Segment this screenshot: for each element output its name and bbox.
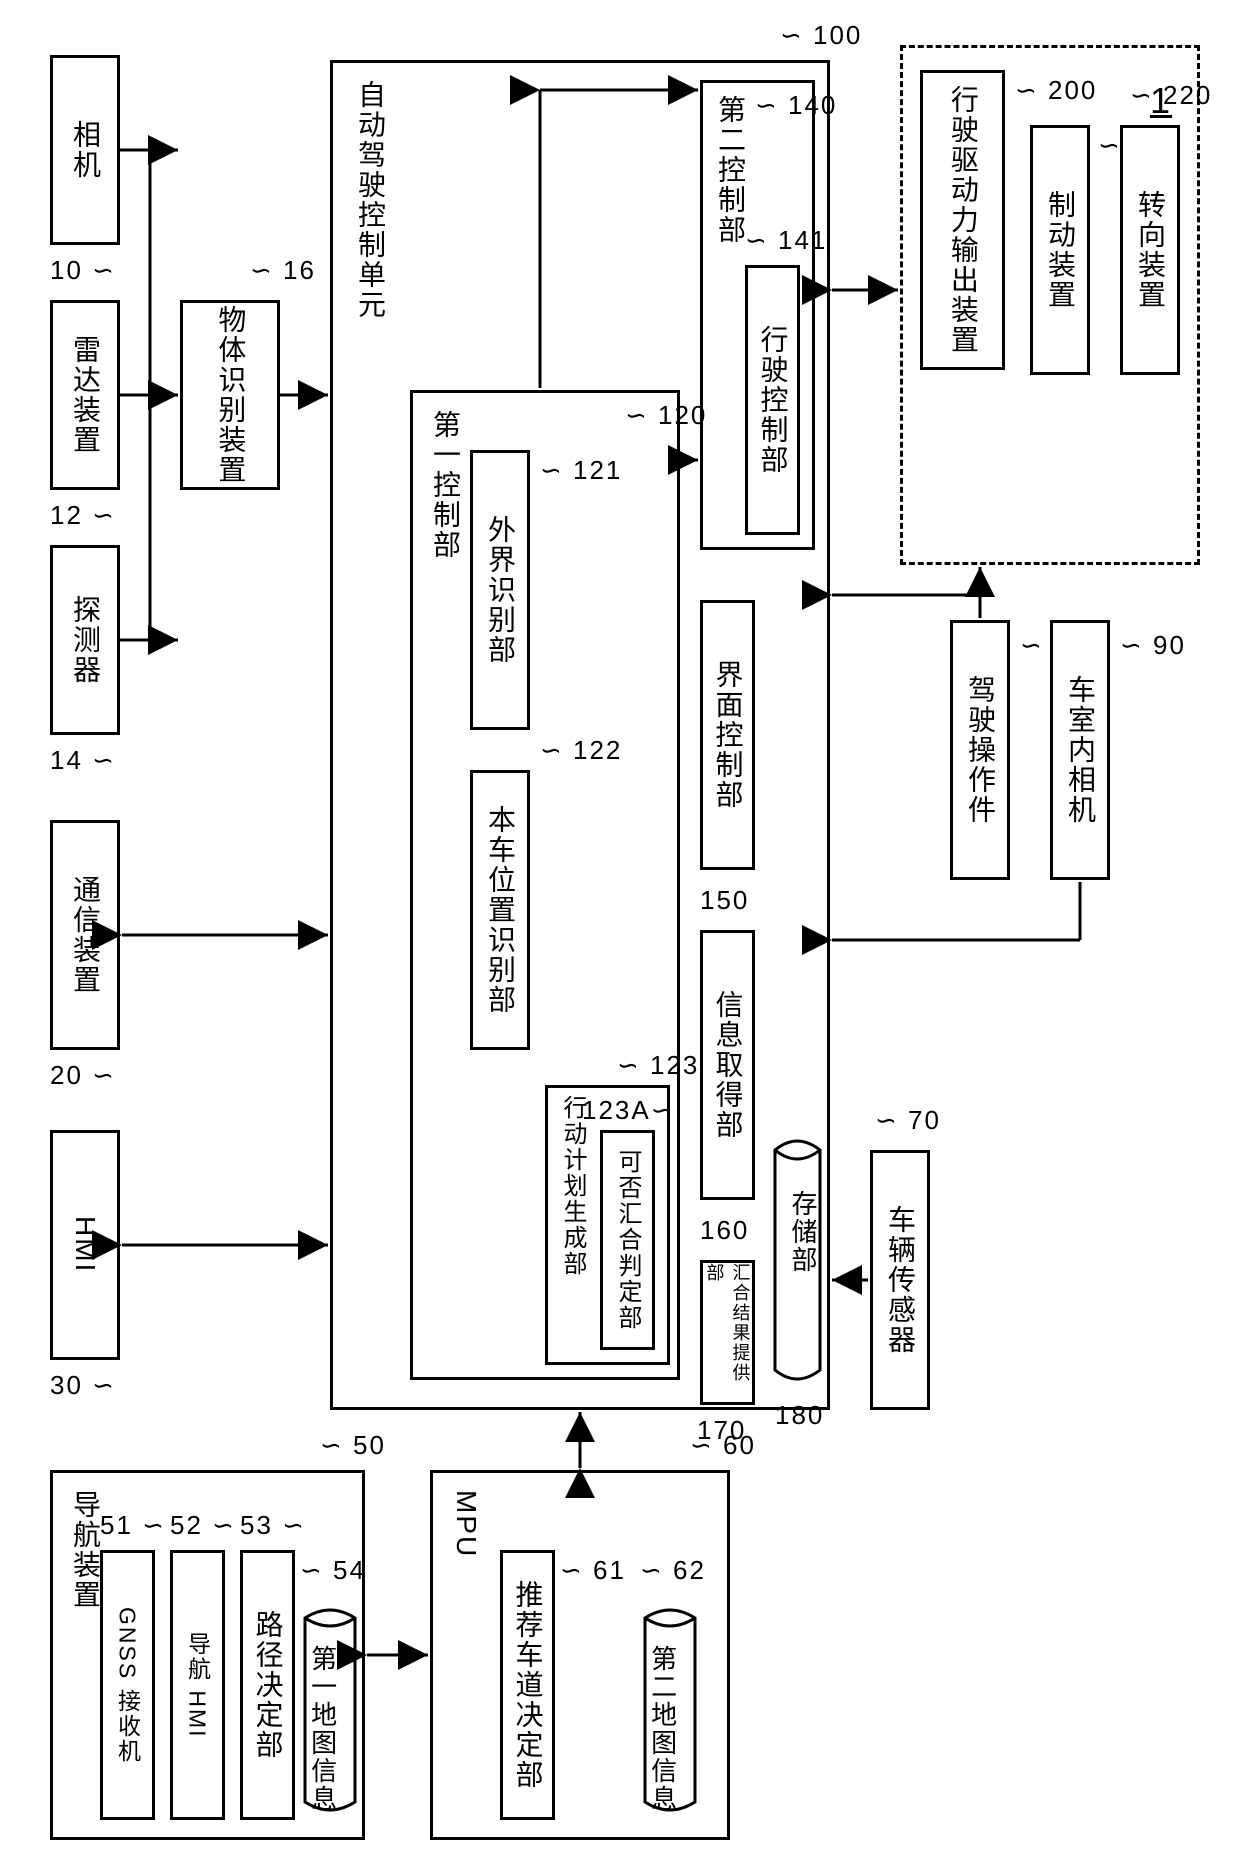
connectors xyxy=(0,0,1240,1867)
diagram-canvas: 1 相机 10 ∽ 雷达装置 12 ∽ 探测器 14 ∽ 物体 识别 装置 ∽ … xyxy=(0,0,1240,1867)
